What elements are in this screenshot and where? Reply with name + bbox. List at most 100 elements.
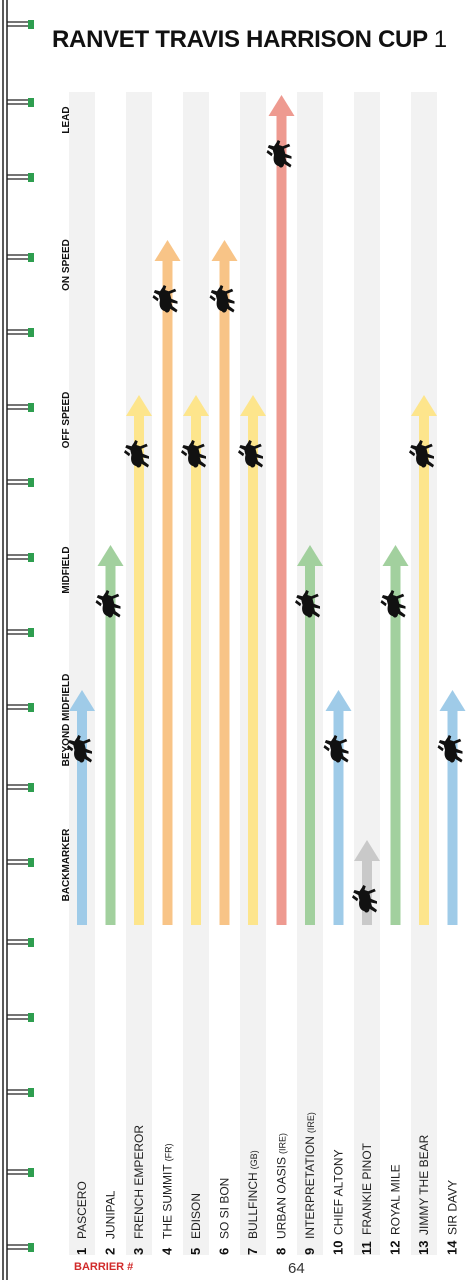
horse-jockey-icon — [409, 440, 434, 468]
runner-arrow-shaft — [333, 710, 344, 925]
fence-rail-bar — [7, 859, 28, 865]
runner-label: 9 INTERPRETATION(IRE) — [302, 1112, 317, 1255]
fence-post — [28, 253, 34, 262]
runner-arrow-shaft — [305, 565, 315, 925]
runner-label: 3 FRENCH EMPEROR — [131, 1125, 146, 1255]
runner-arrow-shaft — [162, 260, 173, 925]
fence-post — [28, 1168, 34, 1177]
runner-name: CHIEF ALTONY — [332, 1149, 346, 1235]
horse-jockey-icon — [266, 140, 292, 168]
runner-arrow-head — [411, 395, 437, 416]
runner-label: 5 EDISON — [188, 1193, 203, 1255]
runner-suffix: (IRE) — [306, 1112, 316, 1133]
runner-arrow-shaft — [447, 710, 458, 925]
barrier-number: 11 — [359, 1241, 374, 1255]
fence-post — [28, 783, 34, 792]
runner-arrow-shaft — [248, 415, 258, 925]
runner-suffix: (GB) — [249, 1150, 259, 1169]
barrier-number: 13 — [416, 1241, 431, 1255]
horse-silhouette — [152, 285, 178, 313]
runner-suffix: (FR) — [164, 1143, 174, 1161]
horse-silhouette — [437, 735, 463, 763]
horse-jockey-icon — [67, 735, 92, 763]
runner-label: 1 PASCERO — [74, 1181, 89, 1255]
horse-silhouette — [295, 590, 320, 618]
runner-suffix: (IRE) — [278, 1133, 288, 1154]
barrier-number: 4 — [160, 1247, 175, 1255]
horse-silhouette — [352, 885, 377, 913]
runner-name: PASCERO — [75, 1181, 89, 1239]
fence-rail-bar — [7, 404, 28, 410]
lane-stripe — [354, 92, 380, 1255]
barrier-number: 1 — [74, 1248, 89, 1255]
barrier-number: 7 — [245, 1248, 260, 1255]
runner-name: JIMMY THE BEAR — [417, 1134, 431, 1235]
barrier-axis-label: BARRIER # — [74, 1261, 134, 1273]
category-label: LEAD — [61, 106, 72, 133]
fence-post — [28, 1088, 34, 1097]
runner-arrow-head — [240, 395, 266, 416]
runner-label: 8 URBAN OASIS(IRE) — [274, 1133, 289, 1255]
barrier-number: 10 — [331, 1241, 346, 1255]
barrier-number: 5 — [188, 1248, 203, 1255]
runner-arrow-head — [439, 690, 466, 711]
runner-arrow-head — [325, 690, 352, 711]
runner-label: 13 JIMMY THE BEAR — [416, 1134, 431, 1255]
runner-name: THE SUMMIT(FR) — [161, 1143, 175, 1239]
fence-post — [28, 703, 34, 712]
runner-label: 14 SIR DAVY — [445, 1180, 460, 1255]
runner-arrow-shaft — [191, 415, 201, 925]
barrier-number: 2 — [103, 1248, 118, 1255]
fence-rail-bar — [7, 479, 28, 485]
barrier-number: 9 — [302, 1248, 317, 1255]
horse-jockey-icon — [437, 735, 463, 763]
horse-silhouette — [181, 440, 206, 468]
horse-silhouette — [124, 440, 149, 468]
fence-rail-bar — [7, 174, 28, 180]
runner-arrow-shaft — [390, 565, 401, 925]
runner-arrow-head — [211, 240, 238, 261]
runner-name: EDISON — [189, 1193, 203, 1239]
horse-jockey-icon — [209, 285, 235, 313]
horse-jockey-icon — [380, 590, 406, 618]
fence-post — [28, 173, 34, 182]
horse-silhouette — [380, 590, 406, 618]
runner-name: INTERPRETATION(IRE) — [303, 1112, 317, 1239]
runner-arrow-head — [183, 395, 209, 416]
fence-rail-bar — [7, 1089, 28, 1095]
runner-name: FRANKIE PINOT — [360, 1142, 374, 1235]
runner-label: 11 FRANKIE PINOT — [359, 1142, 374, 1255]
runner-name: JUNIPAL — [104, 1190, 118, 1239]
runner-arrow-shaft — [105, 565, 116, 925]
fence-post — [28, 20, 34, 29]
barrier-number: 3 — [131, 1248, 146, 1255]
fence-rail-bar — [7, 939, 28, 945]
runner-label: 2 JUNIPAL — [103, 1190, 118, 1255]
horse-silhouette — [409, 440, 434, 468]
barrier-number: 8 — [274, 1248, 289, 1255]
runner-label: 12 ROYAL MILE — [388, 1164, 403, 1255]
runner-arrow-head — [297, 545, 323, 566]
horse-jockey-icon — [124, 440, 149, 468]
fence-rail-bar — [7, 1014, 28, 1020]
fence-rail-bar — [7, 704, 28, 710]
runner-arrow-shaft — [77, 710, 87, 925]
fence-post — [28, 98, 34, 107]
runner-name: SIR DAVY — [446, 1180, 460, 1235]
runner-arrow-shaft — [219, 260, 230, 925]
horse-silhouette — [266, 140, 292, 168]
fence-post — [28, 1243, 34, 1252]
barrier-number: 12 — [388, 1241, 403, 1255]
category-label: MIDFIELD — [61, 546, 72, 593]
barrier-number: 14 — [445, 1240, 460, 1255]
runner-label: 7 BULLFINCH(GB) — [245, 1150, 260, 1255]
runner-arrow-head — [382, 545, 409, 566]
runner-label: 6 SO SI BON — [217, 1178, 232, 1255]
horse-jockey-icon — [152, 285, 178, 313]
runner-name: URBAN OASIS(IRE) — [275, 1133, 289, 1239]
runner-name: ROYAL MILE — [389, 1164, 403, 1235]
fence-post — [28, 628, 34, 637]
page-number: 64 — [288, 1260, 305, 1277]
lane-stripe — [69, 92, 95, 1255]
